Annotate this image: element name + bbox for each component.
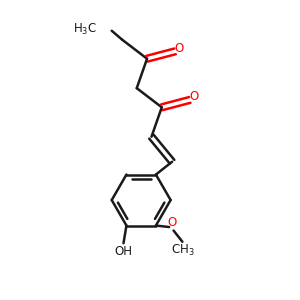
Text: CH$_3$: CH$_3$ <box>170 242 194 257</box>
Text: O: O <box>190 91 199 103</box>
Text: O: O <box>167 216 177 230</box>
Text: OH: OH <box>115 245 133 258</box>
Text: H$_3$C: H$_3$C <box>73 22 97 37</box>
Text: O: O <box>175 42 184 55</box>
